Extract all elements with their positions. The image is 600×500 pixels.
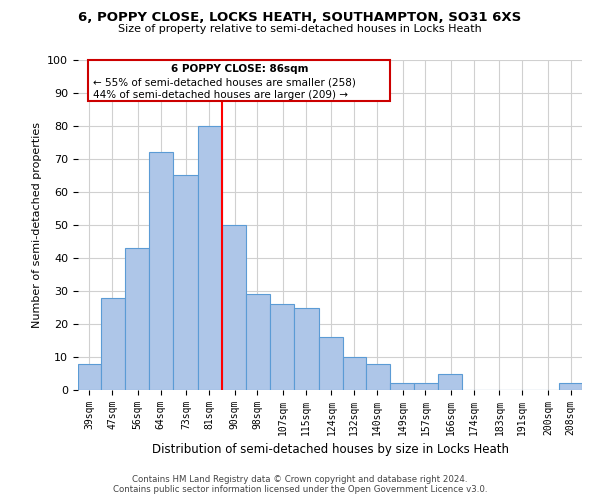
Bar	[173, 176, 197, 390]
Text: ← 55% of semi-detached houses are smaller (258): ← 55% of semi-detached houses are smalle…	[93, 78, 356, 88]
Bar	[414, 384, 438, 390]
Bar	[125, 248, 149, 390]
Text: 6 POPPY CLOSE: 86sqm: 6 POPPY CLOSE: 86sqm	[170, 64, 308, 74]
Bar	[149, 152, 173, 390]
FancyBboxPatch shape	[88, 60, 391, 101]
Bar	[197, 126, 222, 390]
Text: Contains HM Land Registry data © Crown copyright and database right 2024.
Contai: Contains HM Land Registry data © Crown c…	[113, 474, 487, 494]
Bar	[246, 294, 270, 390]
Bar	[438, 374, 463, 390]
Bar	[319, 337, 343, 390]
Bar	[295, 308, 319, 390]
Bar	[343, 357, 365, 390]
Bar	[78, 364, 101, 390]
Bar	[365, 364, 390, 390]
Text: 44% of semi-detached houses are larger (209) →: 44% of semi-detached houses are larger (…	[93, 90, 348, 100]
Bar	[559, 384, 582, 390]
Text: 6, POPPY CLOSE, LOCKS HEATH, SOUTHAMPTON, SO31 6XS: 6, POPPY CLOSE, LOCKS HEATH, SOUTHAMPTON…	[79, 11, 521, 24]
Y-axis label: Number of semi-detached properties: Number of semi-detached properties	[32, 122, 42, 328]
Bar	[222, 225, 246, 390]
X-axis label: Distribution of semi-detached houses by size in Locks Heath: Distribution of semi-detached houses by …	[151, 444, 509, 456]
Text: Size of property relative to semi-detached houses in Locks Heath: Size of property relative to semi-detach…	[118, 24, 482, 34]
Bar	[390, 384, 414, 390]
Bar	[270, 304, 295, 390]
Bar	[101, 298, 125, 390]
